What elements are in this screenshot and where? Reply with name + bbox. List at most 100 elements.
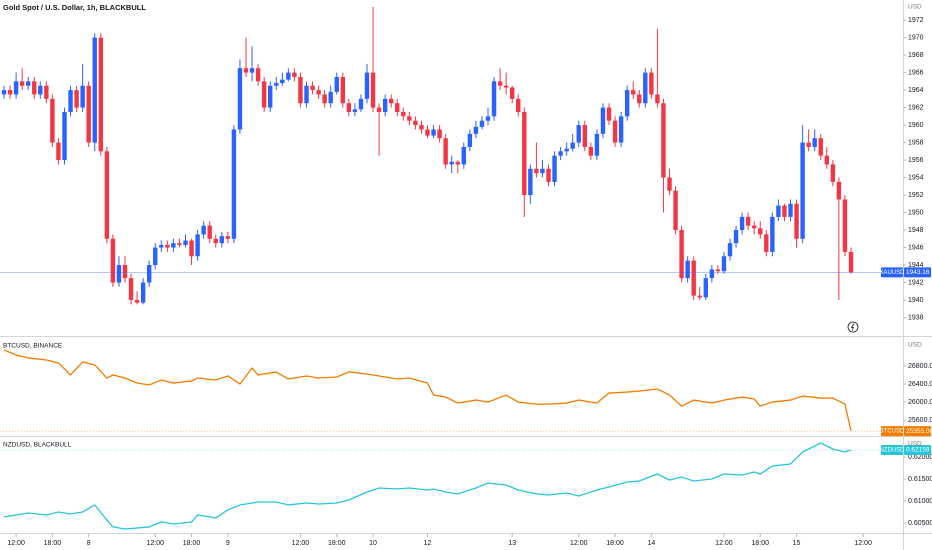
candle-body xyxy=(709,269,715,279)
candle-body xyxy=(764,234,769,252)
candle-body xyxy=(171,243,176,248)
candle-body xyxy=(98,37,103,152)
y-tick-label: 1950 xyxy=(908,209,924,216)
candle-body xyxy=(340,76,345,104)
candle-body xyxy=(721,256,727,272)
candle-body xyxy=(32,81,37,95)
candle-body xyxy=(649,72,654,95)
y-tick-label: 1948 xyxy=(908,227,924,234)
candle-body xyxy=(153,247,158,266)
candle-body xyxy=(733,230,739,244)
icon-circle[interactable] xyxy=(847,321,859,333)
y-tick-label: 1958 xyxy=(908,139,924,146)
candle-body xyxy=(328,91,333,104)
price-badge xyxy=(904,267,931,278)
x-tick-label: 9 xyxy=(226,540,230,547)
candle-body xyxy=(643,72,648,104)
candle-body xyxy=(268,85,273,108)
candle-body xyxy=(782,205,787,217)
candle-body xyxy=(201,225,206,235)
candle-body xyxy=(679,230,684,279)
y-tick-label: 1956 xyxy=(908,157,924,164)
y-tick-label: 1952 xyxy=(908,192,924,199)
x-tick-label: 18:00 xyxy=(606,540,624,547)
candle-body xyxy=(159,244,164,248)
candle-body xyxy=(449,161,454,165)
candle-body xyxy=(794,203,799,239)
candle-body xyxy=(522,111,527,196)
y-tick-label: 1968 xyxy=(908,52,924,59)
last-price-label: 0.62159 xyxy=(906,447,930,454)
candle-body xyxy=(304,85,309,104)
x-tick-label: 18:00 xyxy=(44,540,62,547)
candle-body xyxy=(310,85,315,91)
candle-body xyxy=(219,236,224,244)
x-tick-label: 12:00 xyxy=(854,540,872,547)
replay-icon[interactable] xyxy=(847,321,859,333)
candle-body xyxy=(334,76,339,92)
symbol-badge xyxy=(881,267,903,278)
y-tick-label: 26000.00 xyxy=(908,399,932,406)
x-tick-label: 12 xyxy=(424,540,432,547)
candle-body xyxy=(691,260,696,296)
candle-body xyxy=(292,72,297,77)
candle-body xyxy=(503,85,509,88)
candle-body xyxy=(491,81,497,117)
x-tick-label: 12:00 xyxy=(715,540,733,547)
last-price-label: 25355.06 xyxy=(906,428,932,435)
candle-body xyxy=(413,120,418,126)
y-tick-label: 0.62000 xyxy=(908,454,932,461)
currency-label: USD xyxy=(908,342,922,349)
candle-body xyxy=(134,300,140,303)
candle-body xyxy=(788,203,793,217)
candle-body xyxy=(322,94,327,104)
icon-bolt[interactable] xyxy=(850,323,855,331)
y-tick-label: 25600.00 xyxy=(908,417,932,424)
candle-body xyxy=(286,72,291,80)
candle-body xyxy=(830,164,836,182)
y-tick-label: 1944 xyxy=(908,262,924,269)
x-tick-label: 12:00 xyxy=(146,540,164,547)
candle-body xyxy=(395,103,400,112)
candle-body xyxy=(274,83,279,86)
candle-body xyxy=(352,109,358,112)
candle-body xyxy=(631,90,636,95)
candle-body xyxy=(806,142,811,147)
candle-body xyxy=(558,151,563,156)
candle-body xyxy=(140,282,146,303)
price-line xyxy=(3,442,852,530)
candle-body xyxy=(624,90,630,117)
x-tick-label: 18:00 xyxy=(751,540,769,547)
candle-body xyxy=(316,90,321,95)
candle-body xyxy=(189,240,194,257)
x-tick-label: 13 xyxy=(508,540,516,547)
candle-body xyxy=(685,260,690,279)
candle-body xyxy=(443,138,448,165)
candle-body xyxy=(745,216,751,226)
y-tick-label: 0.61500 xyxy=(908,476,932,483)
candle-body xyxy=(836,181,842,200)
price-badge xyxy=(904,426,931,437)
candle-body xyxy=(715,269,721,272)
candle-body xyxy=(280,79,285,84)
candle-body xyxy=(249,68,255,73)
candle-body xyxy=(637,94,642,104)
candle-body xyxy=(243,68,249,73)
candle-body xyxy=(231,129,237,239)
candle-body xyxy=(261,81,267,108)
candle-body xyxy=(510,87,515,99)
candle-body xyxy=(552,155,557,182)
candle-body xyxy=(739,216,745,231)
candle-body xyxy=(612,120,618,143)
candle-body xyxy=(389,98,394,104)
candle-body xyxy=(497,81,503,86)
candle-body xyxy=(776,205,781,217)
candle-body xyxy=(128,278,134,301)
candle-body xyxy=(86,85,91,143)
candle-body xyxy=(1,90,7,95)
candle-body xyxy=(376,107,382,112)
candle-body xyxy=(655,94,660,104)
y-tick-label: 1940 xyxy=(908,297,924,304)
y-tick-label: 1972 xyxy=(908,17,924,24)
